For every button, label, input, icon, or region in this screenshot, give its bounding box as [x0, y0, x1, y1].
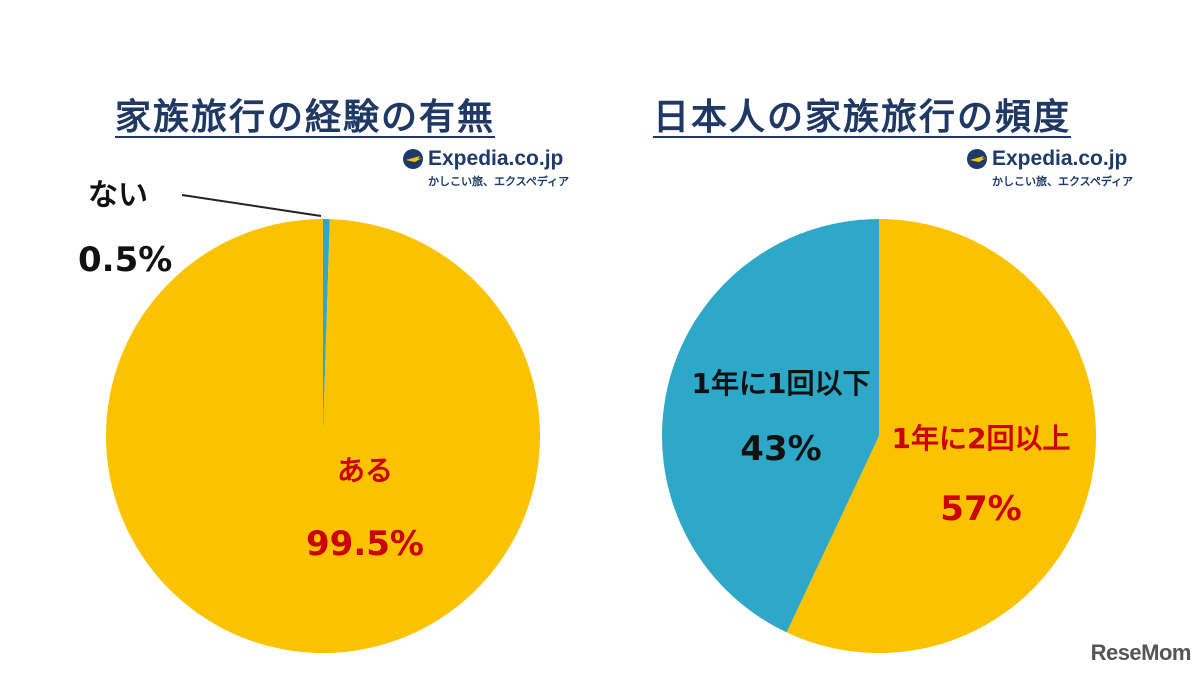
expedia-logo: Expedia.co.jp かしこい旅、エクスペディア [402, 146, 572, 192]
expedia-logo: Expedia.co.jp かしこい旅、エクスペディア [966, 146, 1136, 192]
chart-panel-frequency: 日本人の家族旅行の頻度 Expedia.co.jp かしこい旅、エクスペディア … [601, 0, 1202, 674]
slice-value-label: 57% [940, 489, 1021, 529]
slice-value-label: 99.5% [306, 524, 424, 564]
slice-value-outside: 0.5% [78, 240, 173, 280]
pie-slice [786, 219, 1096, 653]
logo-name: Expedia.co.jp [992, 147, 1128, 170]
slice-value-label: 43% [740, 429, 821, 469]
chart-title: 家族旅行の経験の有無 [115, 97, 496, 138]
logo-name: Expedia.co.jp [428, 147, 564, 170]
resemom-watermark: ReseMom [1090, 640, 1192, 665]
slice-label-outside: ない [88, 178, 148, 213]
pie-chart: 1年に2回以上 57% 1年に1回以下 43% [662, 219, 1096, 653]
logo-tagline: かしこい旅、エクスペディア [992, 175, 1134, 188]
slice-label: ある [337, 454, 393, 487]
pie-slice [662, 219, 879, 633]
plane-globe-icon [967, 149, 987, 169]
chart-panel-experience: 家族旅行の経験の有無 Expedia.co.jp かしこい旅、エクスペディア あ… [0, 0, 601, 674]
leader-line [181, 194, 322, 217]
pie-slice [323, 219, 330, 436]
plane-globe-icon [403, 149, 423, 169]
logo-tagline: かしこい旅、エクスペディア [428, 175, 570, 188]
pie-slice [106, 219, 541, 653]
slice-label: 1年に2回以上 [892, 422, 1071, 455]
pie-chart: ある 99.5% [106, 194, 541, 653]
slice-label: 1年に1回以下 [692, 367, 871, 400]
chart-title: 日本人の家族旅行の頻度 [653, 97, 1072, 138]
